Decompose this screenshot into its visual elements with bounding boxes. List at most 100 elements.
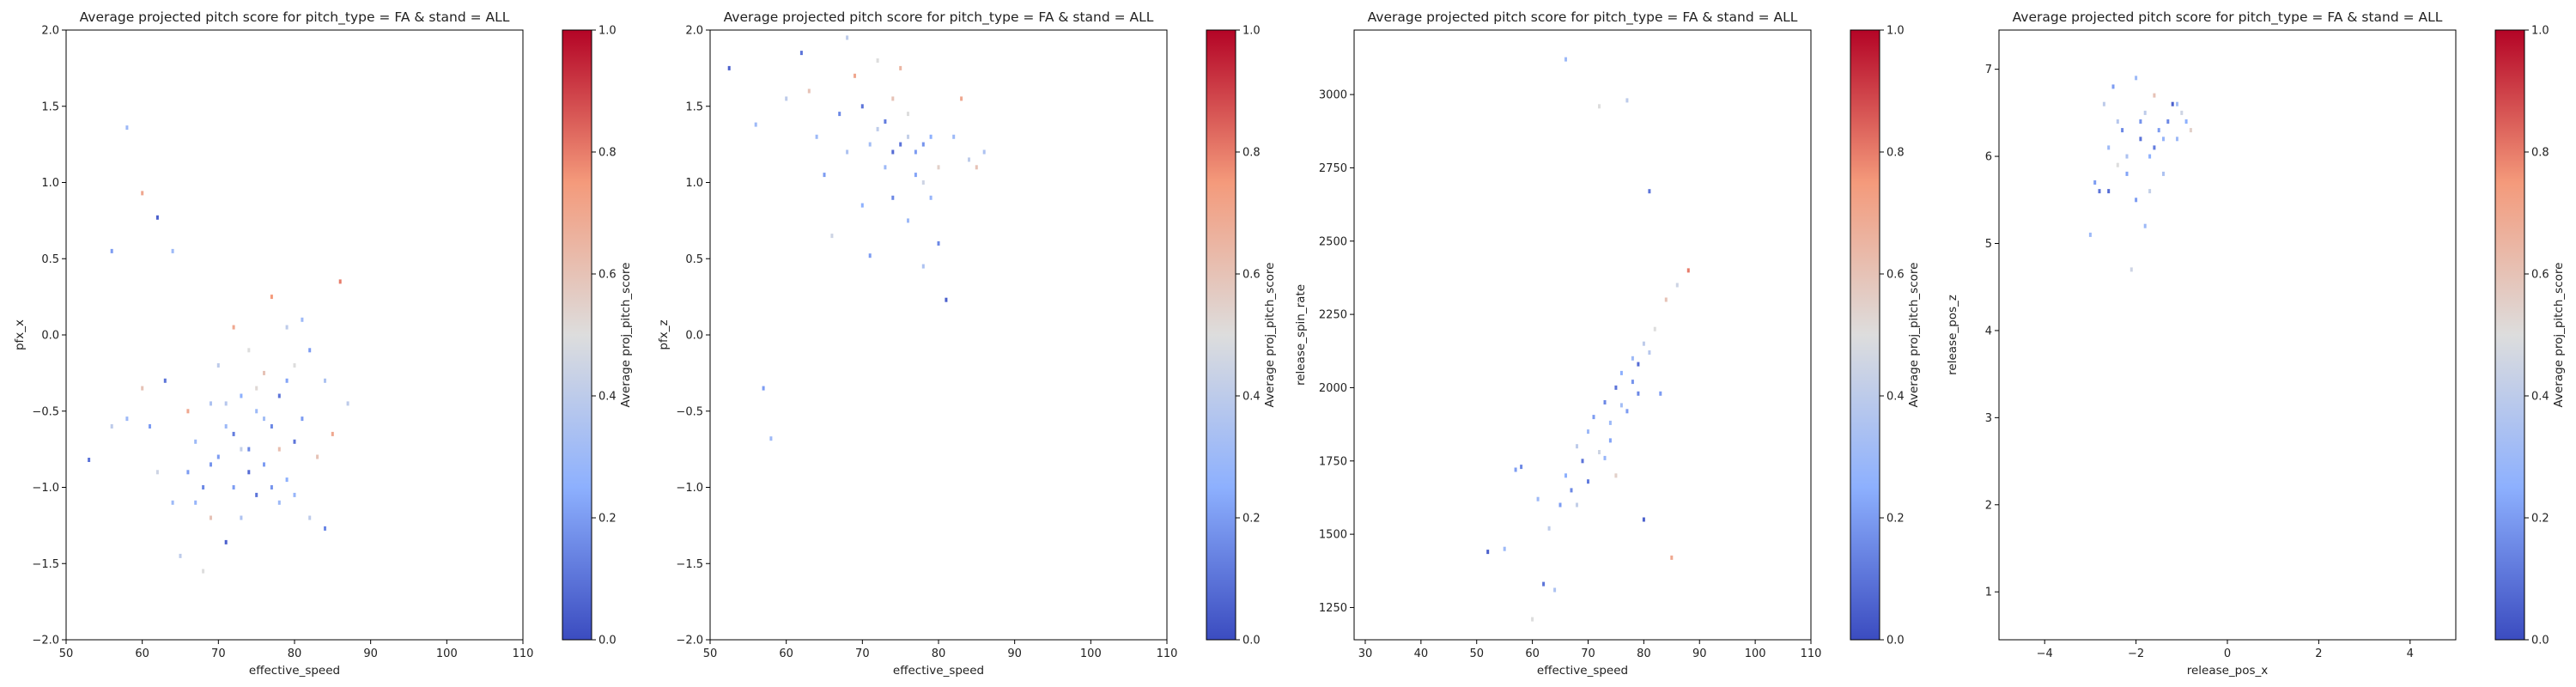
y-axis-label: pfx_z (657, 319, 671, 350)
data-cell (1637, 391, 1640, 396)
data-cell (762, 386, 765, 391)
data-cell (1520, 465, 1523, 470)
x-tick-label: 110 (1157, 647, 1178, 660)
data-cell (1625, 98, 1629, 103)
data-cell (247, 470, 251, 475)
colorbar-tick-label: 0.6 (1242, 269, 1261, 282)
x-axis-label: effective_speed (249, 664, 340, 678)
data-cell (868, 142, 872, 147)
data-cell (1648, 189, 1651, 194)
x-tick-label: 80 (1637, 647, 1651, 660)
data-points (1486, 57, 1690, 622)
x-tick-label: 80 (288, 647, 302, 660)
data-cell (921, 180, 925, 185)
colorbar-tick-label: 0.2 (598, 513, 617, 526)
data-cell (301, 416, 304, 422)
x-tick-label: 70 (855, 647, 870, 660)
data-cell (727, 65, 731, 70)
y-tick-label: −2.0 (32, 635, 59, 647)
x-tick-label: −4 (2037, 647, 2053, 660)
data-cell (945, 297, 948, 302)
data-cell (769, 436, 773, 441)
data-cell (2139, 119, 2142, 124)
x-axis-label: effective_speed (893, 664, 984, 678)
x-tick-label: 70 (211, 647, 226, 660)
data-cell (1603, 455, 1607, 460)
data-cell (815, 134, 818, 139)
y-tick-label: 3000 (1319, 89, 1347, 102)
data-cell (907, 112, 909, 117)
data-cell (216, 363, 220, 368)
data-cell (1608, 420, 1612, 425)
data-points (727, 35, 986, 441)
data-cell (346, 401, 349, 406)
y-tick-label: 2750 (1319, 162, 1347, 175)
colorbar-tick-label: 0.8 (2531, 147, 2549, 160)
data-cell (224, 424, 228, 429)
colorbar-tick-label: 0.4 (598, 391, 617, 404)
y-tick-label: 1.0 (685, 177, 703, 190)
data-cell (270, 295, 273, 300)
data-cell (88, 458, 91, 462)
data-cell (2093, 180, 2097, 185)
data-cell (125, 125, 129, 131)
data-cell (1598, 104, 1601, 109)
x-tick-label: 4 (2407, 647, 2414, 660)
data-cell (163, 378, 167, 383)
y-tick-label: 2 (1985, 499, 1992, 512)
data-cell (125, 416, 129, 422)
data-cell (1514, 467, 1517, 472)
data-cell (960, 96, 963, 101)
plot-area (1999, 30, 2456, 640)
data-cell (868, 253, 872, 258)
data-cell (854, 73, 856, 78)
colorbar: 0.0 0.2 0.4 0.6 0.8 1.0 Average proj_pitch_sco… (2494, 25, 2566, 647)
y-tick-label: 0.0 (685, 330, 703, 343)
data-cell (2135, 76, 2138, 81)
colorbar-gradient (2494, 29, 2525, 641)
data-cell (2125, 171, 2129, 176)
data-cell (1631, 380, 1634, 385)
data-cell (1642, 517, 1645, 522)
x-tick-label: 90 (1692, 647, 1707, 660)
data-cell (240, 447, 243, 452)
data-cell (884, 165, 887, 170)
data-cell (830, 234, 834, 239)
data-cell (232, 485, 235, 489)
data-cell (149, 424, 151, 429)
data-cell (263, 462, 265, 467)
data-cell (929, 134, 933, 139)
x-tick-label: −2 (2128, 647, 2144, 660)
colorbar-label: Average proj_pitch_score (1907, 263, 1921, 408)
chart-panel-3: 30 40 50 60 70 80 90 100 110 1250 1500 1750 2000 2250… (1294, 9, 1921, 678)
data-cell (952, 134, 956, 139)
data-cell (899, 142, 902, 147)
data-cell (247, 447, 251, 452)
x-tick-label: 110 (1801, 647, 1822, 660)
data-cell (799, 51, 803, 56)
x-tick-label: 70 (1581, 647, 1595, 660)
y-tick-label: −1.5 (32, 558, 59, 571)
y-tick-label: −2.0 (676, 635, 703, 647)
data-cell (838, 112, 841, 117)
data-cell (754, 122, 757, 127)
y-tick-label: 1250 (1319, 602, 1347, 615)
chart-title: Average projected pitch score for pitch_… (2013, 9, 2443, 26)
plot-frame (1353, 29, 1812, 641)
data-cell (270, 424, 273, 429)
colorbar-tick-label: 0.6 (1886, 269, 1905, 282)
colorbar-tick-label: 0.4 (1886, 391, 1905, 404)
y-tick-label: 1.5 (41, 100, 59, 113)
plot-area (66, 30, 523, 640)
data-cell (860, 104, 864, 109)
y-tick-label: −1.0 (676, 482, 703, 495)
colorbar: 0.0 0.2 0.4 0.6 0.8 1.0 Average proj_pitch_sco… (1206, 25, 1277, 647)
data-cell (907, 134, 909, 139)
data-cell (1536, 496, 1540, 502)
data-cell (2111, 84, 2115, 89)
y-tick-label: 6 (1985, 151, 1992, 164)
data-cell (202, 568, 205, 574)
data-cell (2107, 145, 2111, 150)
data-cell (876, 126, 879, 131)
y-tick-label: −1.5 (676, 558, 703, 571)
